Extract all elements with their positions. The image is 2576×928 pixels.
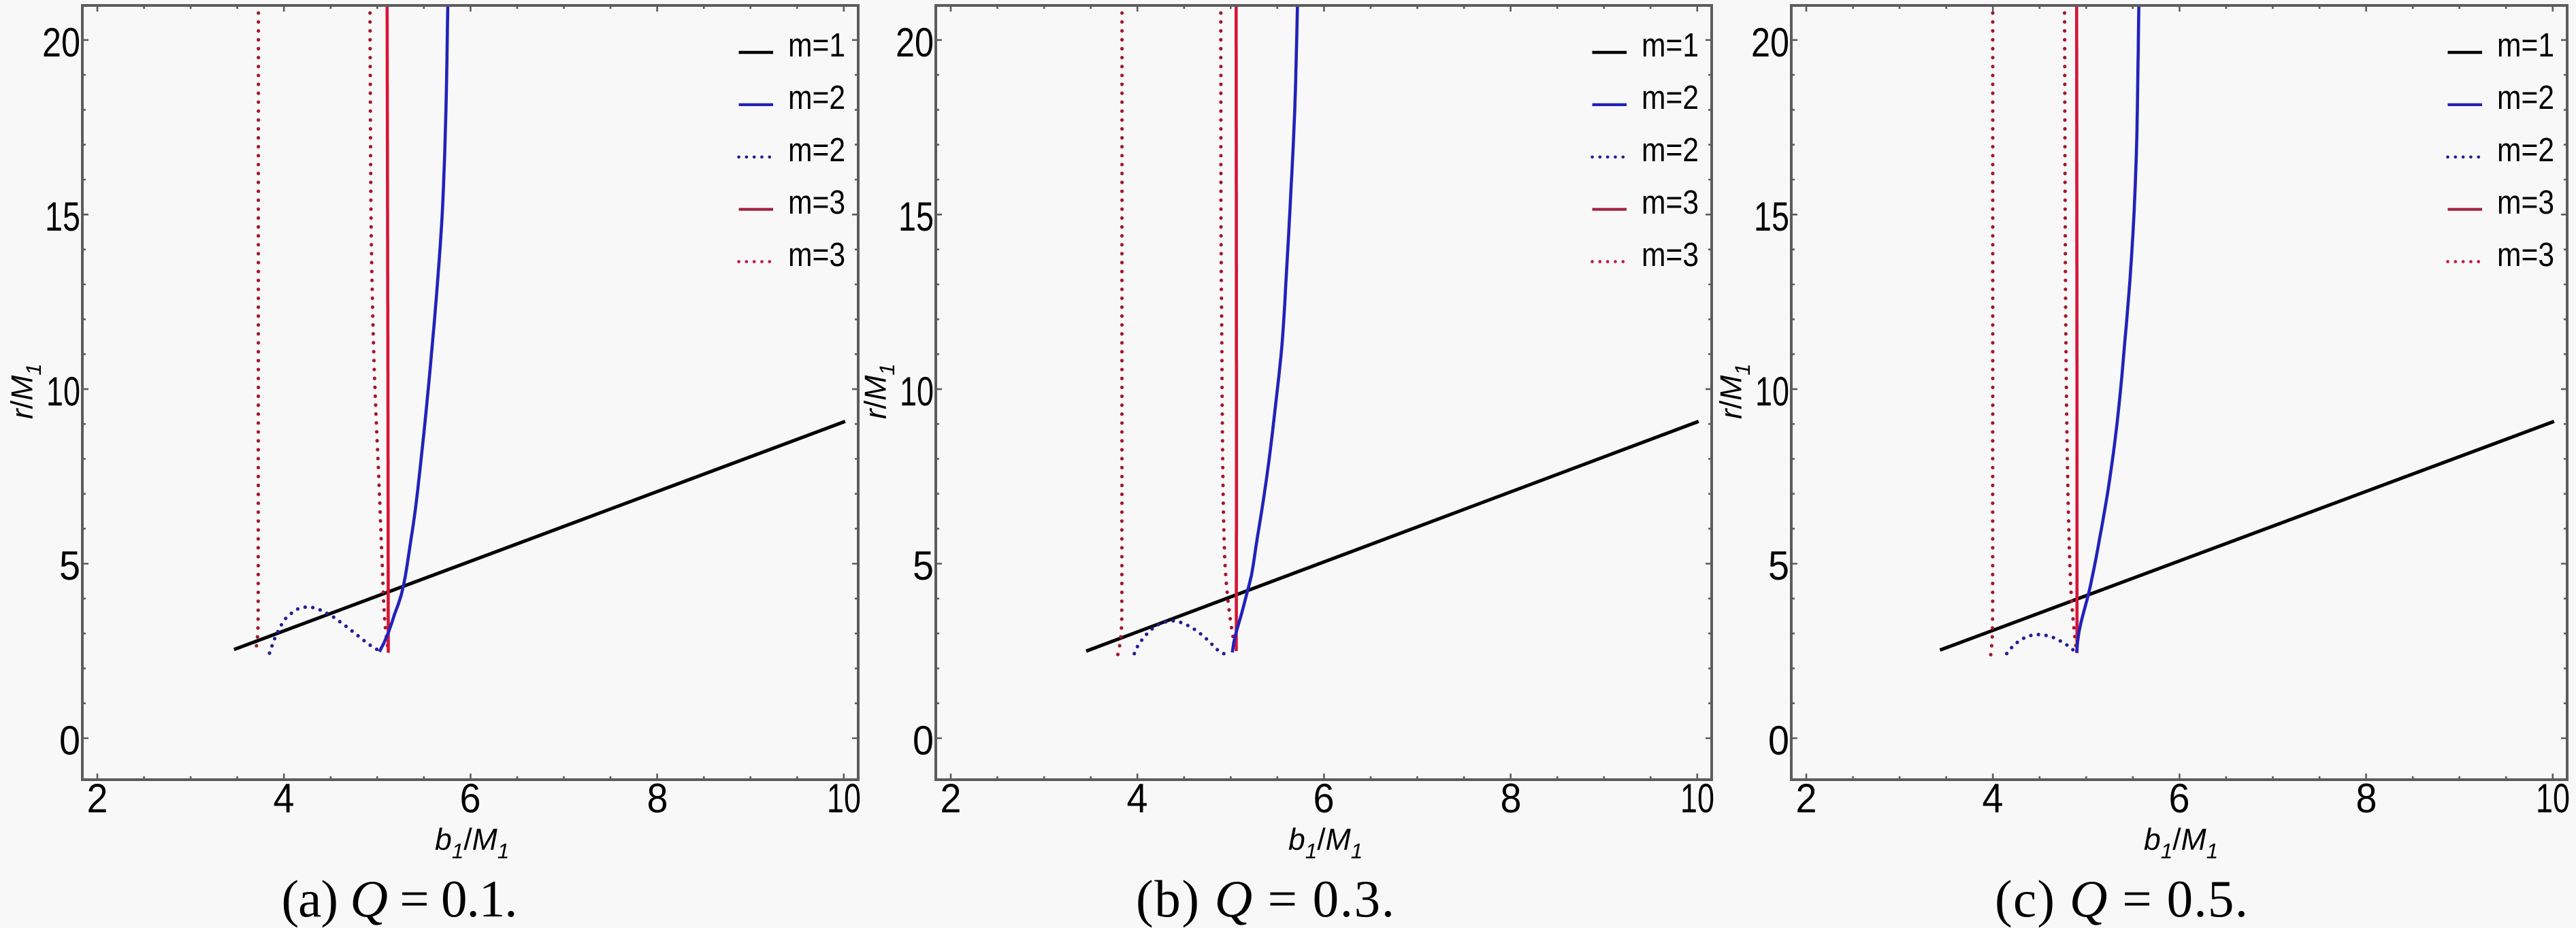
svg-text:m=2: m=2 bbox=[2497, 80, 2554, 116]
svg-text:6: 6 bbox=[1314, 776, 1335, 821]
svg-text:15: 15 bbox=[45, 194, 80, 239]
svg-text:5: 5 bbox=[1768, 543, 1789, 589]
svg-text:m=3: m=3 bbox=[788, 184, 845, 221]
svg-text:0: 0 bbox=[59, 718, 80, 763]
svg-text:2: 2 bbox=[1796, 776, 1817, 821]
svg-text:10: 10 bbox=[900, 369, 934, 414]
svg-text:10: 10 bbox=[46, 369, 80, 414]
svg-text:15: 15 bbox=[898, 194, 934, 239]
svg-text:0: 0 bbox=[1768, 718, 1789, 763]
svg-text:10: 10 bbox=[1680, 776, 1714, 821]
svg-text:b1/M1: b1/M1 bbox=[435, 823, 509, 863]
svg-text:2: 2 bbox=[87, 776, 108, 821]
svg-text:20: 20 bbox=[42, 20, 80, 65]
svg-text:10: 10 bbox=[1755, 369, 1789, 414]
svg-text:(b) Q = 0.3.: (b) Q = 0.3. bbox=[1136, 869, 1395, 928]
svg-text:8: 8 bbox=[1501, 776, 1522, 821]
svg-text:(a) Q = 0.1.: (a) Q = 0.1. bbox=[282, 869, 518, 928]
svg-text:m=1: m=1 bbox=[1642, 27, 1699, 64]
svg-text:20: 20 bbox=[1751, 20, 1789, 65]
svg-text:4: 4 bbox=[274, 776, 295, 821]
svg-text:m=2: m=2 bbox=[1642, 132, 1699, 169]
svg-text:m=1: m=1 bbox=[2497, 27, 2554, 64]
svg-text:m=2: m=2 bbox=[2497, 132, 2554, 169]
svg-text:m=3: m=3 bbox=[2497, 237, 2554, 274]
svg-text:r/M1: r/M1 bbox=[6, 363, 46, 419]
svg-text:m=3: m=3 bbox=[2497, 184, 2554, 221]
svg-text:m=3: m=3 bbox=[788, 237, 845, 274]
svg-text:(c) Q = 0.5.: (c) Q = 0.5. bbox=[1995, 869, 2248, 928]
svg-text:b1/M1: b1/M1 bbox=[2144, 823, 2218, 863]
svg-text:5: 5 bbox=[913, 543, 934, 589]
svg-text:b1/M1: b1/M1 bbox=[1288, 823, 1363, 863]
svg-text:m=3: m=3 bbox=[1642, 237, 1699, 274]
svg-text:m=2: m=2 bbox=[788, 80, 845, 116]
svg-text:15: 15 bbox=[1754, 194, 1789, 239]
svg-text:10: 10 bbox=[2536, 776, 2570, 821]
svg-text:10: 10 bbox=[827, 776, 861, 821]
svg-text:8: 8 bbox=[647, 776, 668, 821]
svg-text:4: 4 bbox=[1127, 776, 1148, 821]
svg-text:m=2: m=2 bbox=[788, 132, 845, 169]
svg-text:4: 4 bbox=[1983, 776, 2004, 821]
svg-text:8: 8 bbox=[2356, 776, 2377, 821]
svg-text:5: 5 bbox=[59, 543, 80, 589]
svg-text:m=1: m=1 bbox=[788, 27, 845, 64]
svg-text:2: 2 bbox=[941, 776, 962, 821]
svg-text:m=2: m=2 bbox=[1642, 80, 1699, 116]
svg-text:0: 0 bbox=[913, 718, 934, 763]
svg-text:6: 6 bbox=[2169, 776, 2190, 821]
svg-text:20: 20 bbox=[896, 20, 934, 65]
svg-text:6: 6 bbox=[460, 776, 481, 821]
svg-text:m=3: m=3 bbox=[1642, 184, 1699, 221]
